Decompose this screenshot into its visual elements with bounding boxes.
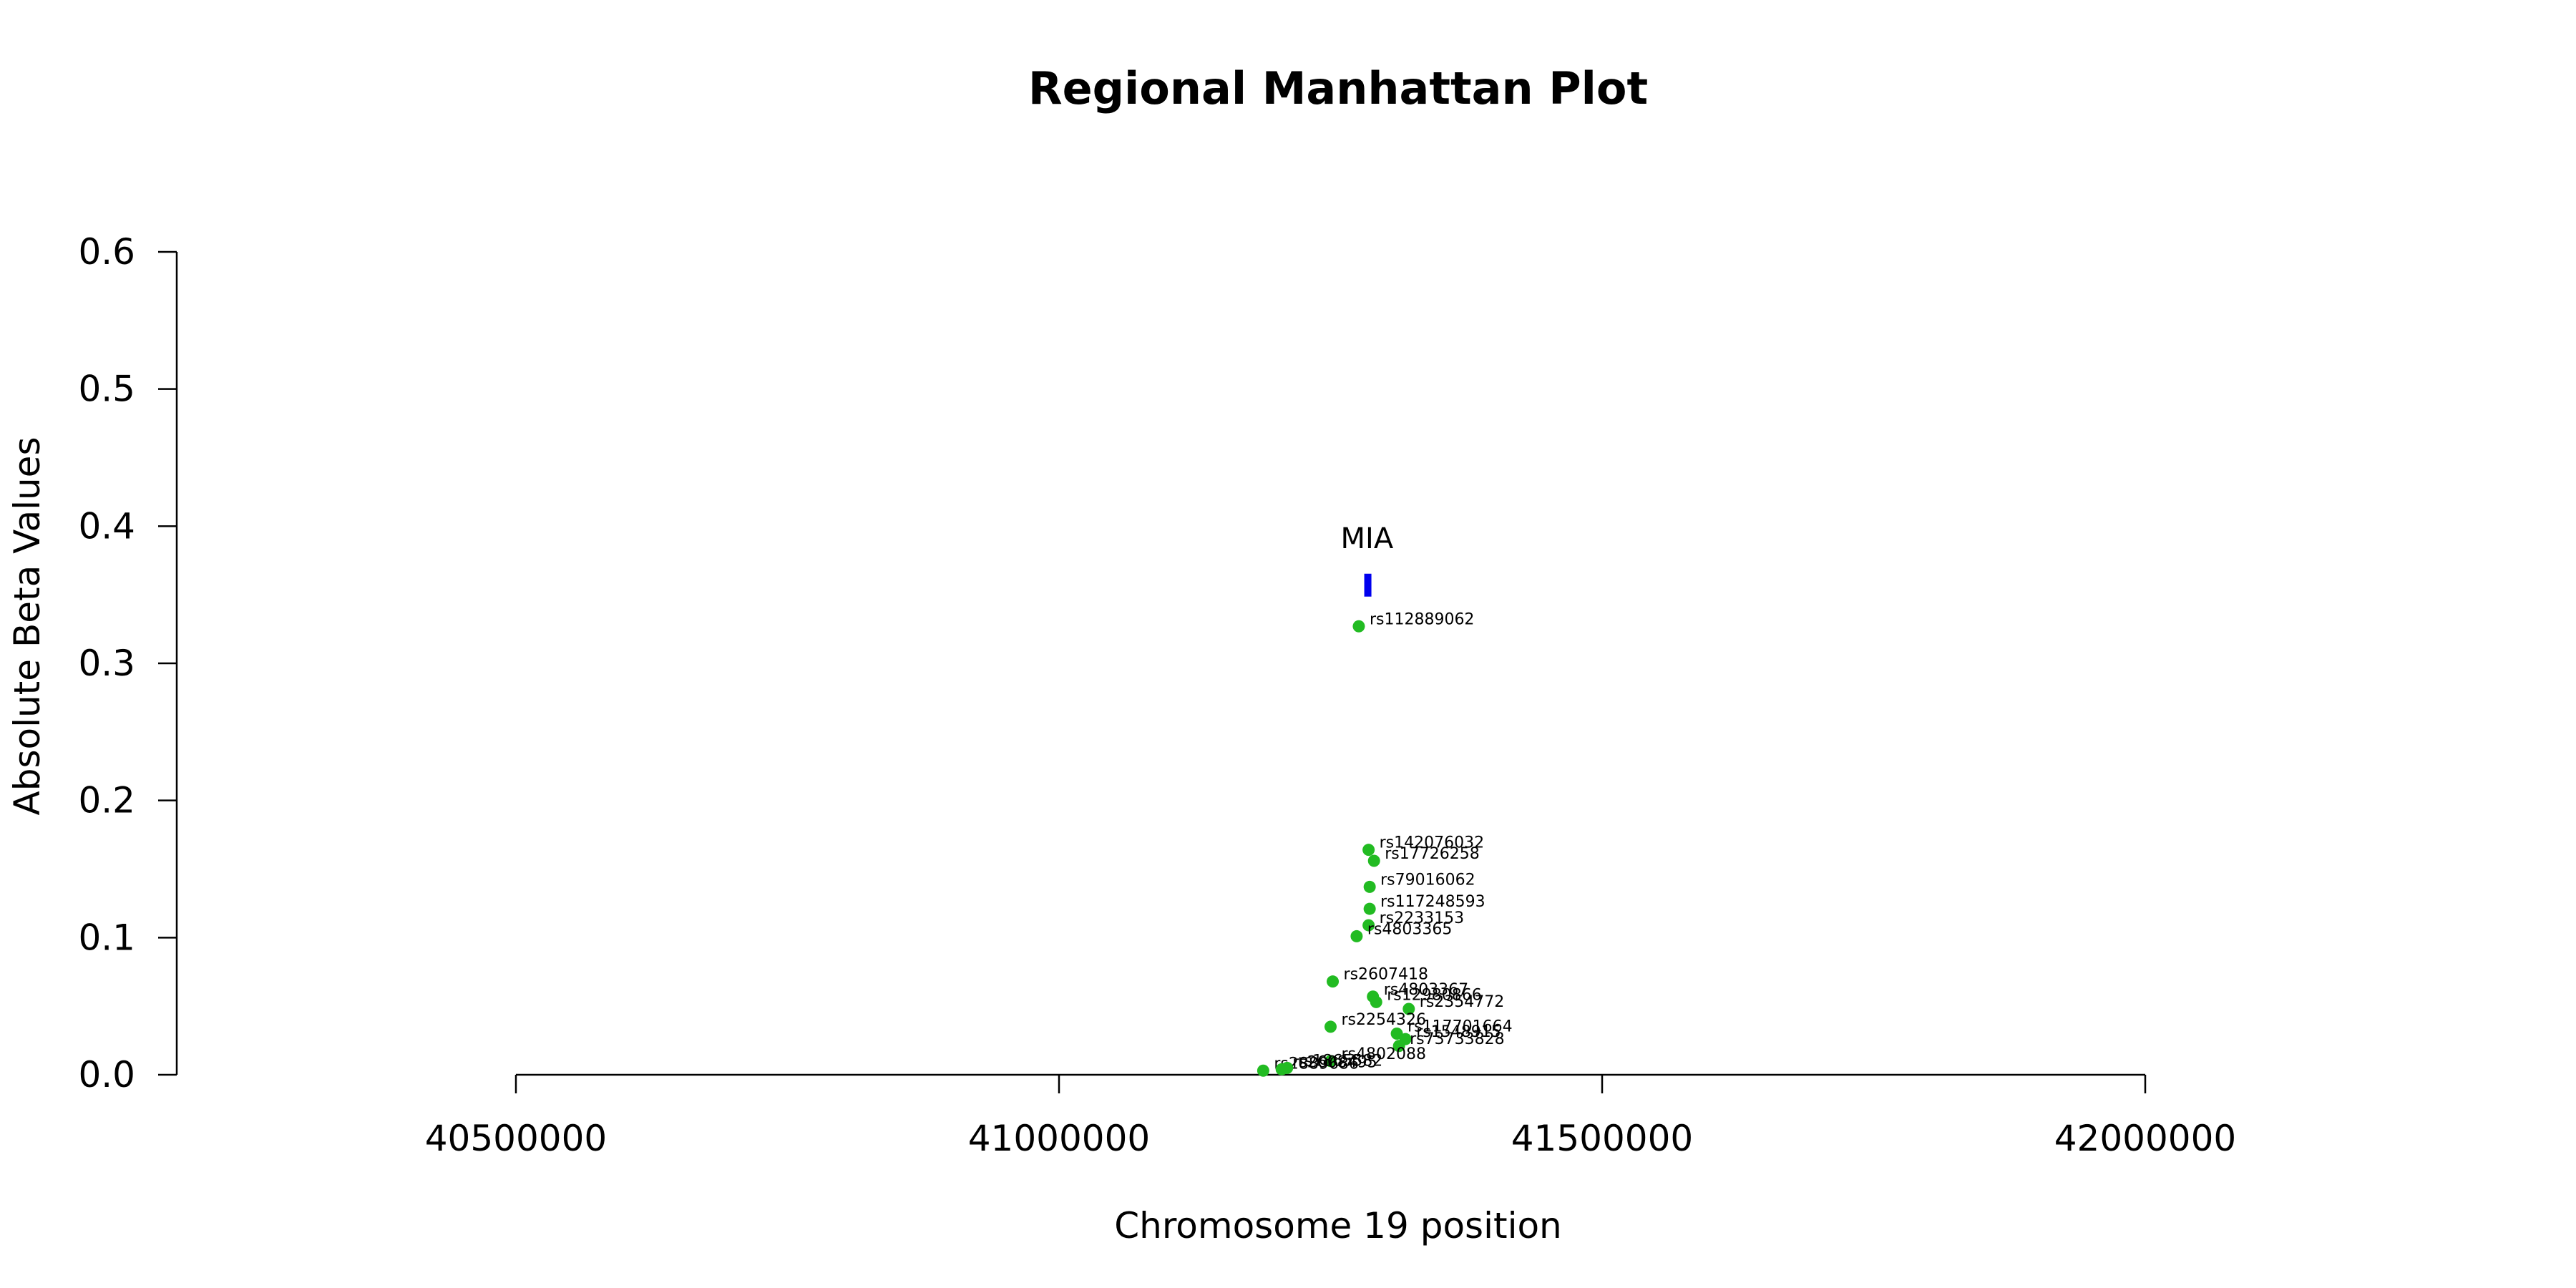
snp-label: rs1865582 bbox=[1298, 1052, 1383, 1070]
snp-point bbox=[1350, 930, 1363, 942]
snp-point bbox=[1362, 844, 1375, 857]
gene-layer: MIA bbox=[1341, 522, 1394, 597]
snp-label: rs4803365 bbox=[1367, 920, 1453, 938]
snp-label: rs17726258 bbox=[1385, 845, 1479, 863]
snp-label: rs4802088 bbox=[1342, 1045, 1427, 1063]
x-tick-label: 40500000 bbox=[425, 1118, 608, 1159]
snp-point bbox=[1281, 1061, 1294, 1074]
snp-point bbox=[1392, 1040, 1405, 1053]
snp-point bbox=[1324, 1020, 1337, 1033]
gene-label: MIA bbox=[1341, 522, 1394, 555]
snp-point bbox=[1352, 620, 1365, 633]
snp-point bbox=[1367, 854, 1380, 867]
y-tick-label: 0.4 bbox=[78, 505, 135, 547]
snp-label: rs2608495 bbox=[1292, 1053, 1377, 1071]
snp-point bbox=[1370, 995, 1382, 1008]
snp-label: rs1548915 bbox=[1416, 1023, 1501, 1041]
snp-point bbox=[1363, 880, 1376, 893]
snp-point bbox=[1324, 1055, 1337, 1068]
chart-title: Regional Manhattan Plot bbox=[1028, 62, 1648, 114]
snp-point bbox=[1390, 1028, 1403, 1040]
snp-label: rs117701664 bbox=[1407, 1018, 1512, 1036]
snp-label: rs112889062 bbox=[1370, 610, 1474, 628]
y-tick-label: 0.5 bbox=[78, 369, 135, 410]
snp-label: rs79016062 bbox=[1380, 871, 1475, 889]
snp-point bbox=[1402, 1002, 1415, 1015]
x-tick-label: 41500000 bbox=[1511, 1118, 1694, 1159]
y-tick-label: 0.6 bbox=[78, 231, 135, 273]
x-tick-label: 42000000 bbox=[2054, 1118, 2237, 1159]
snp-label: rs142076032 bbox=[1380, 834, 1484, 852]
y-axis-title: Absolute Beta Values bbox=[6, 437, 48, 816]
snp-point bbox=[1327, 975, 1340, 988]
snp-label: rs2607418 bbox=[1344, 966, 1429, 984]
x-axis-title: Chromosome 19 position bbox=[1114, 1205, 1562, 1246]
y-tick-label: 0.3 bbox=[78, 643, 135, 684]
gene-marker bbox=[1364, 573, 1372, 597]
snp-label: rs12980866 bbox=[1387, 986, 1481, 1004]
snp-label: rs4803367 bbox=[1384, 981, 1469, 999]
y-tick-label: 0.0 bbox=[78, 1054, 135, 1096]
snp-label: rs73733828 bbox=[1410, 1030, 1504, 1048]
snp-point bbox=[1362, 919, 1375, 932]
x-tick-label: 41000000 bbox=[968, 1118, 1151, 1159]
snp-point bbox=[1257, 1064, 1269, 1077]
snp-label: rs2233153 bbox=[1380, 909, 1465, 927]
snp-label: rs2254326 bbox=[1342, 1011, 1427, 1029]
y-tick-label: 0.2 bbox=[78, 780, 135, 821]
y-tick-label: 0.1 bbox=[78, 917, 135, 958]
snp-label: rs2354772 bbox=[1420, 993, 1504, 1011]
axes: 0.0 0.1 0.2 0.3 0.4 0.5 0.6 40500000 41000000 415… bbox=[78, 231, 2236, 1159]
snp-label: rs117248593 bbox=[1380, 893, 1485, 911]
snp-point bbox=[1363, 902, 1376, 915]
